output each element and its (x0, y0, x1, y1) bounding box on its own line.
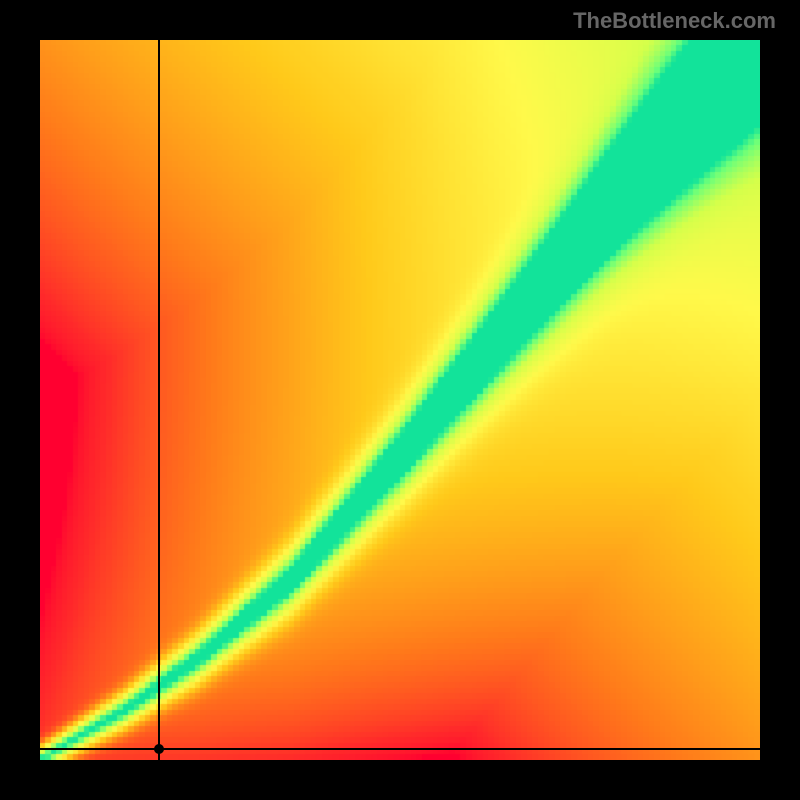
crosshair-horizontal (40, 748, 760, 750)
crosshair-marker-dot (154, 744, 164, 754)
heatmap-canvas (40, 40, 760, 760)
heatmap-plot (40, 40, 760, 760)
crosshair-vertical (158, 40, 160, 760)
watermark-text: TheBottleneck.com (573, 8, 776, 34)
